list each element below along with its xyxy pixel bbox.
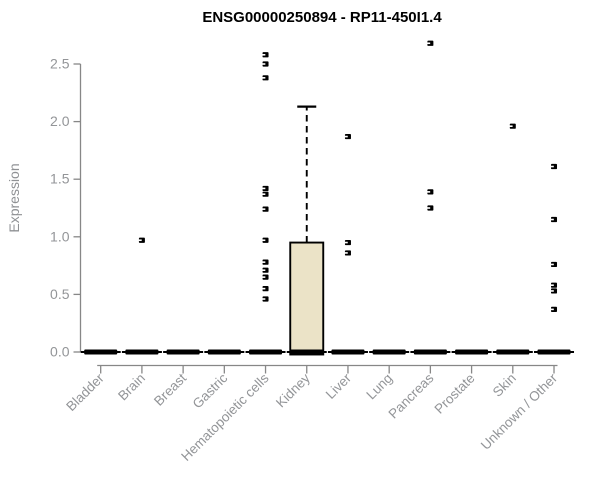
outlier-point (551, 282, 558, 288)
outlier-point (551, 163, 558, 170)
x-tick-label: Unknown / Other (478, 370, 561, 453)
outlier-point-center (344, 135, 348, 138)
outlier-point (262, 286, 269, 292)
outlier-point (551, 216, 558, 223)
outlier-point (427, 189, 434, 195)
outlier-point-center (550, 290, 554, 292)
outlier-point-center (426, 207, 431, 209)
outlier-point (551, 306, 558, 312)
outlier-point-center (261, 287, 266, 290)
x-tick-label: Brain (115, 371, 148, 404)
outlier-point (262, 52, 269, 58)
median-line (166, 349, 200, 355)
x-tick-label: Bladder (63, 370, 107, 414)
outlier-point-center (261, 77, 266, 79)
median-line (125, 349, 159, 355)
outlier-point (262, 259, 269, 265)
chart-title: ENSG00000250894 - RP11-450I1.4 (202, 9, 442, 26)
outlier-point (344, 133, 351, 140)
box-body (289, 241, 325, 356)
median-line (455, 349, 489, 355)
median-line (496, 349, 530, 355)
median-line (537, 349, 571, 355)
outlier-point (262, 296, 269, 302)
x-tick-label: Breast (151, 370, 189, 408)
outlier-point (551, 261, 558, 268)
median-line (290, 349, 324, 355)
x-tick-label: Lung (363, 371, 395, 403)
outlier-point-center (261, 298, 266, 300)
outlier-point-center (550, 165, 554, 168)
outlier-point-center (344, 252, 348, 254)
outlier-point (551, 288, 558, 294)
outlier-point (262, 267, 269, 273)
median-line (331, 349, 365, 355)
outlier-point (427, 40, 434, 46)
y-axis-label: Expression (6, 163, 22, 232)
y-tick-label: 1.5 (50, 171, 70, 187)
boxplot-marks-layer (80, 40, 575, 356)
outlier-point-center (261, 276, 266, 278)
x-tick-label: Skin (490, 371, 519, 400)
outlier-point (509, 123, 516, 129)
y-tick-label: 1.0 (50, 228, 70, 244)
outlier-point-center (426, 42, 431, 45)
outlier-point-center (261, 269, 266, 272)
outlier-point (262, 61, 269, 67)
outlier-point (262, 185, 269, 192)
y-tick-label: 0.0 (50, 344, 70, 360)
x-tick-label: Gastric (190, 370, 231, 411)
outlier-point-center (261, 187, 266, 190)
outlier-point-center (261, 193, 266, 195)
y-tick-label: 2.5 (50, 56, 70, 72)
y-tick-label: 2.0 (50, 113, 70, 129)
median-line (249, 349, 283, 355)
outlier-point-center (261, 63, 266, 65)
x-tick-label: Prostate (432, 371, 478, 417)
outlier-point (262, 206, 269, 212)
outlier-point (344, 250, 351, 256)
outlier-point (262, 237, 269, 243)
outlier-point (262, 75, 269, 81)
outlier-point-center (426, 191, 431, 193)
median-line (372, 349, 406, 355)
outlier-point-center (550, 263, 554, 266)
x-tick-label: Pancreas (386, 370, 437, 421)
median-line (207, 349, 241, 355)
median-line (84, 349, 118, 355)
outlier-point-center (261, 53, 266, 56)
outlier-point-center (509, 125, 513, 128)
outlier-point-center (261, 208, 266, 210)
outlier-point (262, 274, 269, 280)
outlier-point-center (138, 239, 142, 242)
outlier-point (262, 191, 269, 197)
outlier-point-center (550, 218, 554, 221)
median-line (413, 349, 447, 355)
outlier-point-center (261, 239, 266, 242)
outlier-point-center (550, 308, 554, 311)
x-tick-label: Liver (323, 370, 355, 402)
outlier-point (138, 237, 145, 243)
outlier-point-center (344, 241, 348, 244)
outlier-point (427, 205, 434, 211)
outlier-point-center (550, 284, 554, 286)
outlier-point (344, 239, 351, 246)
y-tick-label: 0.5 (50, 286, 70, 302)
x-tick-label: Kidney (273, 370, 313, 410)
outlier-point-center (261, 261, 266, 263)
